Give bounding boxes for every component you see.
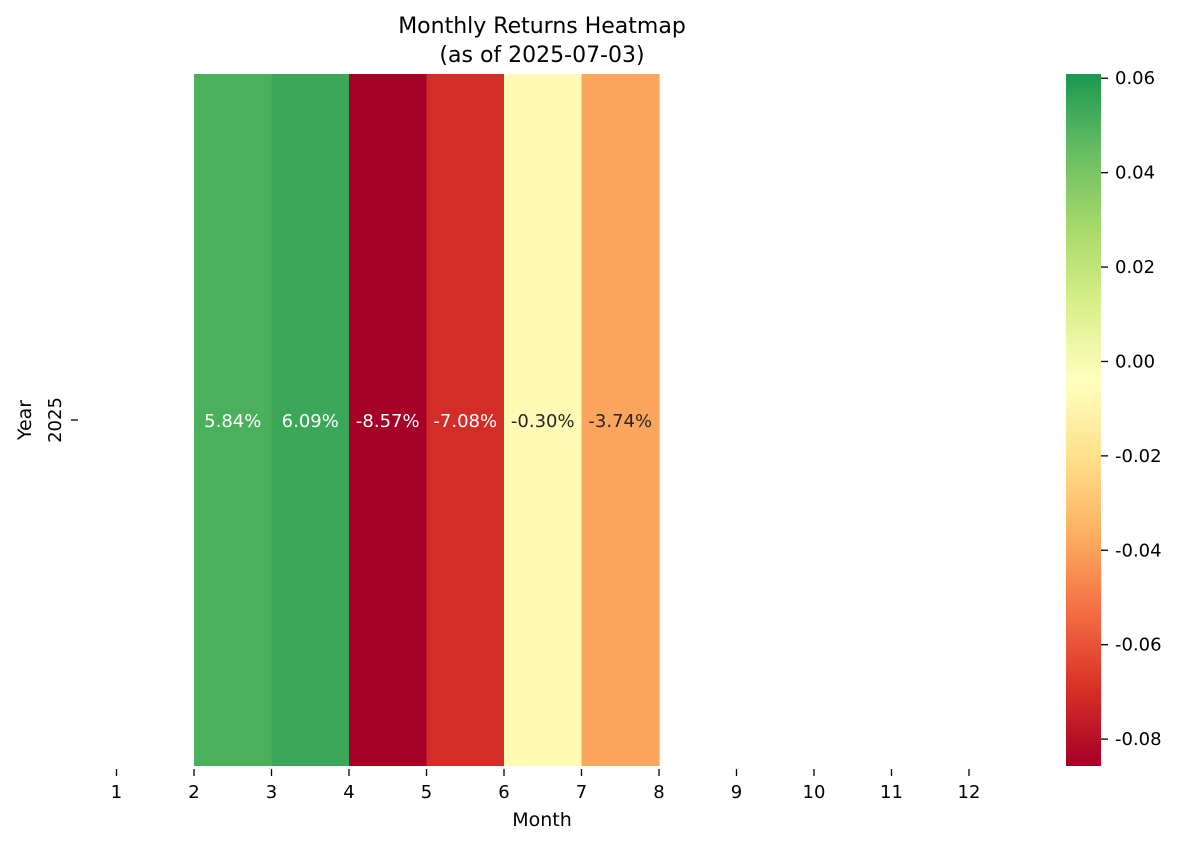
x-tick-label: 12: [958, 782, 981, 803]
colorbar-tick-label: -0.08: [1115, 729, 1162, 750]
colorbar-tick-label: 0.02: [1115, 257, 1155, 278]
y-axis-label: Year: [14, 400, 36, 441]
cell-value-label: -3.74%: [588, 411, 652, 432]
cell-value-label: 6.09%: [282, 411, 339, 432]
x-tick-label: 6: [498, 782, 509, 803]
chart-title-line1: Monthly Returns Heatmap: [398, 14, 686, 39]
heatmap-cell-2025-2: [194, 74, 273, 766]
colorbar-tick-label: 0.06: [1115, 68, 1155, 89]
colorbar-tick-label: -0.06: [1115, 635, 1162, 656]
heatmap-cells: [194, 74, 660, 766]
y-tick-label: 2025: [45, 397, 66, 443]
x-tick-label: 1: [111, 782, 122, 803]
heatmap-cell-2025-3: [271, 74, 350, 766]
x-tick-label: 9: [731, 782, 742, 803]
colorbar-tick-label: -0.02: [1115, 446, 1162, 467]
x-tick-label: 11: [880, 782, 903, 803]
x-tick-label: 3: [266, 782, 277, 803]
cell-value-label: 5.84%: [204, 411, 261, 432]
x-axis-label: Month: [512, 809, 572, 831]
x-tick-label: 5: [421, 782, 432, 803]
cell-value-label: -0.30%: [511, 411, 575, 432]
y-axis-ticks: 2025: [45, 397, 78, 443]
colorbar: [1066, 74, 1101, 766]
cell-value-label: -7.08%: [433, 411, 497, 432]
heatmap-cell-2025-4: [349, 74, 428, 766]
x-tick-label: 4: [343, 782, 354, 803]
x-tick-label: 7: [576, 782, 587, 803]
x-tick-label: 10: [803, 782, 826, 803]
colorbar-tick-label: 0.00: [1115, 351, 1155, 372]
heatmap-cell-2025-7: [581, 74, 660, 766]
heatmap-cell-2025-5: [426, 74, 505, 766]
colorbar-tick-label: 0.04: [1115, 163, 1155, 184]
chart-title-line2: (as of 2025-07-03): [439, 43, 644, 68]
colorbar-tick-label: -0.04: [1115, 540, 1162, 561]
x-tick-label: 2: [188, 782, 199, 803]
colorbar-ticks: 0.06 0.04 0.02 0.00 -0.02 -0.04 -0.06 -0.08: [1101, 68, 1162, 750]
cell-value-label: -8.57%: [356, 411, 420, 432]
heatmap-cell-labels: 5.84% 6.09% -8.57% -7.08% -0.30% -3.74%: [204, 411, 652, 432]
x-axis-ticks: 1 2 3 4 5 6 7 8 9 10 11 12: [111, 769, 981, 803]
heatmap-cell-2025-6: [504, 74, 583, 766]
x-tick-label: 8: [653, 782, 664, 803]
